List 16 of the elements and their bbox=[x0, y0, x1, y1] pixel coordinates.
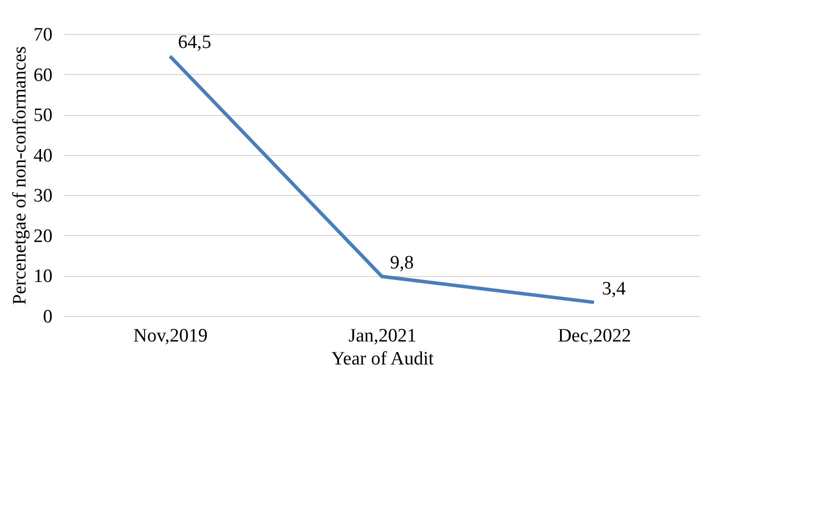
y-axis-title: Percenetgae of non-conformances bbox=[10, 46, 30, 305]
y-tick-label: 70 bbox=[34, 24, 52, 46]
y-tick-label: 40 bbox=[34, 145, 52, 166]
y-tick-label: 10 bbox=[34, 266, 52, 288]
data-label: 64,5 bbox=[178, 32, 212, 54]
x-tick-label: Nov,2019 bbox=[133, 326, 208, 346]
x-tick-label: Jan,2021 bbox=[348, 326, 417, 346]
y-tick-label: 30 bbox=[34, 186, 52, 207]
y-tick-label: 0 bbox=[43, 306, 52, 328]
y-tick-label: 20 bbox=[34, 226, 52, 247]
y-tick-label: 60 bbox=[34, 64, 52, 86]
y-tick-label: 50 bbox=[34, 105, 52, 126]
data-label: 9,8 bbox=[390, 252, 414, 274]
data-label: 3,4 bbox=[602, 278, 626, 300]
x-tick-label: Dec,2022 bbox=[558, 326, 632, 346]
x-axis-title: Year of Audit bbox=[331, 348, 434, 370]
